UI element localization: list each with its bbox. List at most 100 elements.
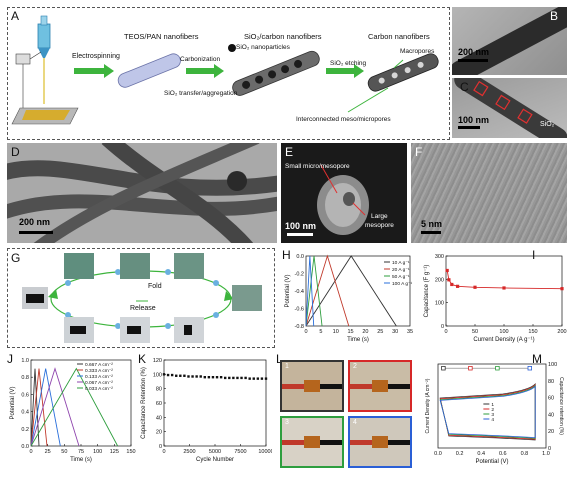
legend-entry: 2 <box>491 407 494 413</box>
series-line <box>30 367 119 447</box>
device-photo-tile: 3 <box>280 416 344 468</box>
cv-loop <box>439 384 536 439</box>
y-tick-label: 20 <box>156 430 162 436</box>
data-point <box>228 376 231 380</box>
panel-d-tem-image: D 200 nm <box>7 143 277 243</box>
x-tick-label: 35 <box>407 329 413 335</box>
data-point <box>244 376 247 380</box>
panel-letter-a: A <box>11 9 20 23</box>
y-tick-label: 1.0 <box>21 358 29 364</box>
tile-number: 3 <box>285 419 289 426</box>
panel-c-tem-image: C 100 nm SiO₂ <box>452 78 567 138</box>
y-axis-label: Current Density (A cm⁻²) <box>425 378 431 433</box>
legend-entry: 100 A g⁻¹ <box>392 281 413 287</box>
panel-f-hrtem-image: F 5 nm <box>411 143 567 243</box>
panel-a-schematic <box>11 15 439 125</box>
series-line <box>305 255 397 327</box>
y-tick-label: 0 <box>159 444 162 450</box>
y2-axis-label: Capacitance retention (%) <box>558 377 564 435</box>
y-tick-label: 40 <box>156 415 162 421</box>
tile-number: 2 <box>353 363 357 370</box>
x-tick-label: 150 <box>126 449 135 455</box>
data-point <box>560 287 564 291</box>
data-point <box>166 373 170 377</box>
data-point <box>502 286 506 290</box>
fiber-image <box>452 7 567 75</box>
y-tick-label: 60 <box>156 401 162 407</box>
panel-j: J 0 25 50 75 100 125 150 0.0 0.2 0.4 0.6 0.8 1.0 Time… <box>7 352 137 472</box>
y-tick-label: 0.4 <box>21 410 29 416</box>
title-teos-pan: TEOS/PAN nanofibers <box>124 32 199 41</box>
data-point <box>456 284 460 288</box>
panel-letter-c: C <box>460 80 469 94</box>
plot-frame <box>445 255 563 327</box>
panel-e-sem-image: E Small micro/mesopore Large mesopore 10… <box>281 143 407 243</box>
scale-label-f: 5 nm <box>421 219 443 229</box>
label-electrospinning: Electrospinning <box>72 53 120 60</box>
device <box>304 436 320 448</box>
retention-marker <box>495 365 500 371</box>
panel-letter-l: L <box>276 352 283 366</box>
panel-letter-j: J <box>7 352 13 366</box>
data-point <box>183 374 186 377</box>
data-point <box>447 278 451 282</box>
device-photo-tile: 4 <box>348 416 412 468</box>
x-tick-label: 150 <box>528 329 537 335</box>
series-line <box>305 255 315 327</box>
series-line <box>30 368 48 447</box>
device <box>304 380 320 392</box>
data-point <box>195 375 198 378</box>
x-tick-label: 50 <box>472 329 478 335</box>
x-axis-label: Potential (V) <box>475 459 508 465</box>
lattice-image <box>421 231 441 234</box>
cv-loop <box>439 385 536 439</box>
label-release: Release <box>130 305 156 312</box>
carbon-nanofiber <box>367 53 439 92</box>
panel-letter-m: M <box>532 352 542 366</box>
x-axis-label: Current Density (A g⁻¹) <box>473 337 534 343</box>
label-fold: Fold <box>148 283 162 290</box>
x-axis-label: Cycle Number <box>196 457 234 463</box>
label-sio2-etching: SiO₂ etching <box>330 60 367 67</box>
panel-letter-d: D <box>11 145 20 159</box>
label-large-mesopore-2: mesopore <box>365 222 394 229</box>
title-carbon-nanofibers: Carbon nanofibers <box>368 32 430 41</box>
x-tick-label: 5000 <box>209 449 221 455</box>
x-tick-label: 75 <box>78 449 84 455</box>
x-tick-label: 0.2 <box>456 451 464 457</box>
scale-label-e: 100 nm <box>285 221 317 231</box>
data-point <box>203 376 206 379</box>
cv-loop <box>439 382 536 441</box>
x-tick-label: 200 <box>557 329 566 335</box>
x-tick-label: 100 <box>499 329 508 335</box>
legend-entry: 20 A g⁻¹ <box>392 267 410 273</box>
x-tick-label: 30 <box>392 329 398 335</box>
panel-letter-h: H <box>282 248 291 262</box>
data-point <box>248 377 251 380</box>
power-supply-icon <box>15 51 42 110</box>
panel-letter-b: B <box>550 9 559 23</box>
legend-entry: 0.067 A cm⁻² <box>85 380 113 386</box>
retention-marker <box>468 365 473 371</box>
x-tick-label: 0 <box>29 449 32 455</box>
data-point <box>219 376 223 379</box>
x-tick-label: 1.0 <box>542 451 550 457</box>
y-tick-label: -0.2 <box>295 272 304 278</box>
panel-letter-g: G <box>11 251 21 265</box>
photo-thumbnail <box>64 317 94 343</box>
teos-pan-fiber <box>117 53 181 88</box>
data-point <box>215 376 219 379</box>
data-point <box>224 376 227 380</box>
data-point <box>207 376 211 379</box>
plot-frame <box>163 359 267 447</box>
y-tick-label: 0.6 <box>21 392 29 398</box>
x-tick-label: 50 <box>61 449 67 455</box>
y2-tick-label: 40 <box>548 412 554 418</box>
panel-l: L 1 2 3 4 <box>276 352 418 472</box>
x-tick-label: 0.8 <box>521 451 529 457</box>
scale-label-b: 200 nm <box>458 47 490 57</box>
x-tick-label: 0.0 <box>434 451 442 457</box>
